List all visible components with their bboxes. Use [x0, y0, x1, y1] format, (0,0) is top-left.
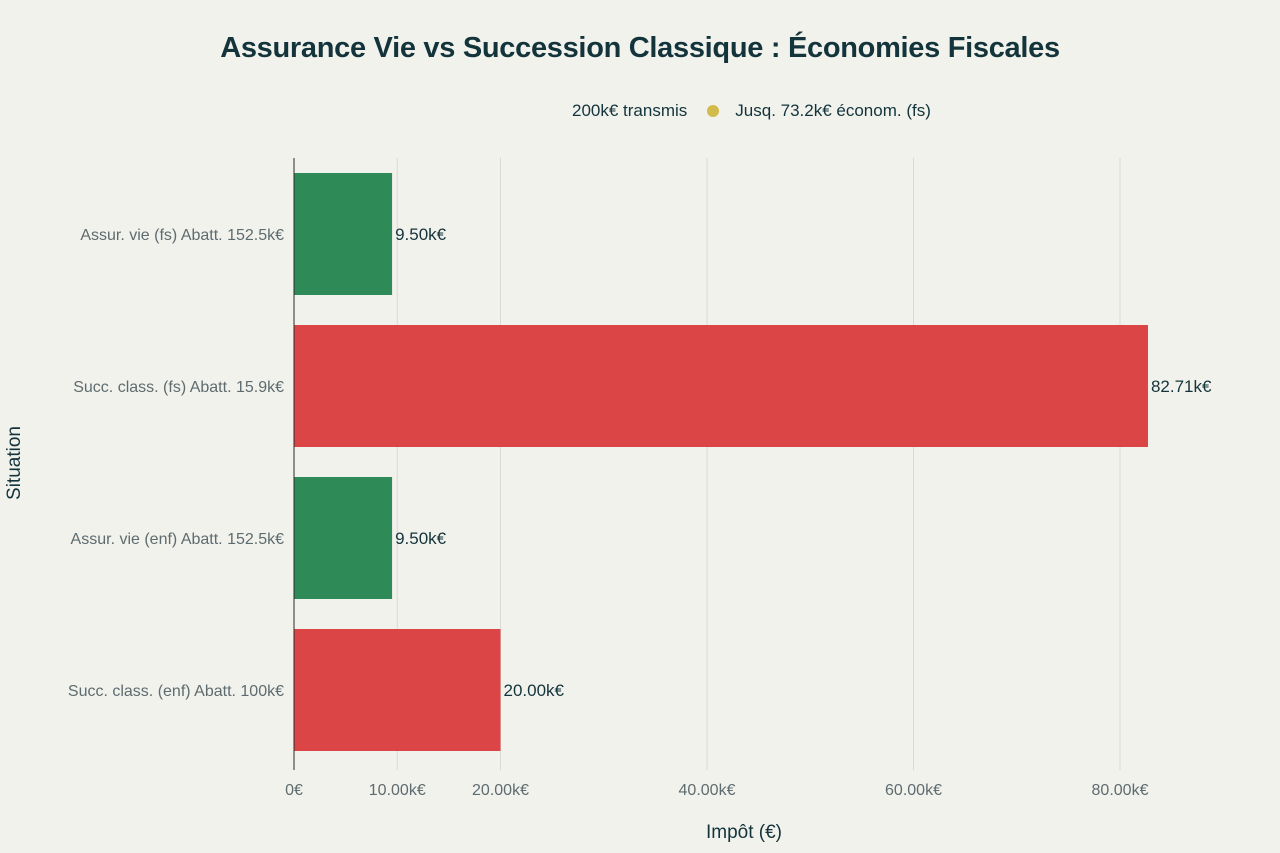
- bar: [294, 477, 393, 599]
- x-tick-label: 0€: [285, 782, 303, 799]
- legend: 200k€ transmis Jusq. 73.2k€ économ. (fs): [572, 100, 931, 122]
- y-tick-label: Succ. class. (enf) Abatt. 100k€: [68, 683, 284, 700]
- bar: [294, 629, 501, 751]
- y-tick-label: Assur. vie (fs) Abatt. 152.5k€: [80, 227, 284, 244]
- bar: [294, 173, 393, 295]
- gridlines: [396, 158, 1121, 770]
- bar-value-label: 20.00k€: [504, 681, 565, 700]
- legend-note: 200k€ transmis: [572, 101, 688, 120]
- bar-value-label: 9.50k€: [395, 529, 447, 548]
- y-tick-label: Succ. class. (fs) Abatt. 15.9k€: [73, 379, 284, 396]
- x-tick-label: 40.00k€: [679, 782, 736, 799]
- y-axis-title: Situation: [4, 426, 25, 500]
- x-axis-title: Impôt (€): [706, 822, 782, 843]
- legend-marker: [707, 105, 720, 117]
- bar-value-label: 9.50k€: [395, 225, 447, 244]
- bar: [294, 325, 1148, 447]
- x-tick-label: 20.00k€: [472, 782, 529, 799]
- labels: 0€ 10.00k€ 20.00k€ 40.00k€ 60.00k€ 80.00k€ 9.5…: [68, 225, 1212, 799]
- legend-entry: Jusq. 73.2k€ économ. (fs): [735, 101, 931, 120]
- chart-title: Assurance Vie vs Succession Classique : …: [220, 32, 1060, 64]
- y-tick-label: Assur. vie (enf) Abatt. 152.5k€: [71, 531, 285, 548]
- x-tick-label: 10.00k€: [369, 782, 426, 799]
- x-tick-label: 80.00k€: [1092, 782, 1149, 799]
- x-tick-label: 60.00k€: [885, 782, 942, 799]
- bars: [294, 173, 1148, 751]
- bar-value-label: 82.71k€: [1151, 377, 1212, 396]
